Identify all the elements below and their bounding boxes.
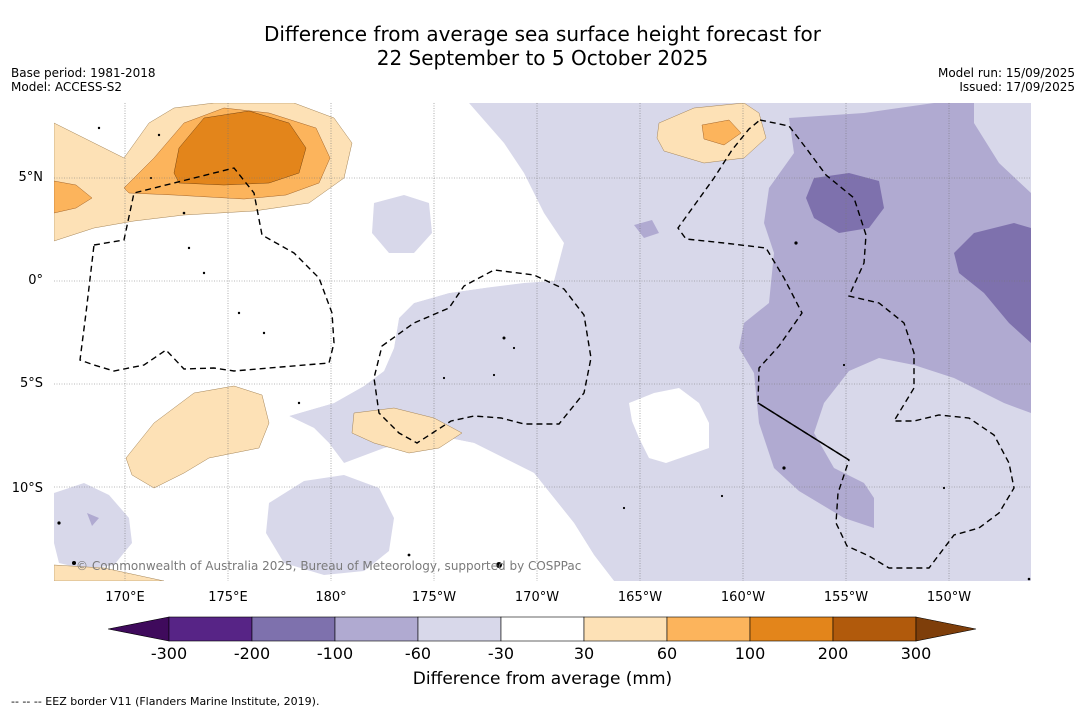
contour-dark-orange-north bbox=[173, 110, 307, 186]
copyright-notice: © Commonwealth of Australia 2025, Bureau… bbox=[76, 559, 582, 573]
colorbar-tick: -60 bbox=[404, 644, 432, 663]
eez-border-phoenix bbox=[373, 269, 592, 444]
map-svg bbox=[54, 103, 1031, 581]
colorbar-tick: 200 bbox=[817, 644, 849, 663]
colorbar-extend-max bbox=[915, 616, 977, 642]
lon-label-160w: 160°W bbox=[720, 590, 766, 605]
colorbar-tick: 30 bbox=[573, 644, 595, 663]
contour-medium-purple-patch-1 bbox=[634, 220, 659, 238]
lat-gridlines bbox=[54, 177, 1031, 488]
contour-light-purple-patch-3 bbox=[266, 475, 394, 575]
colorbar-tick: -300 bbox=[150, 644, 188, 663]
colorbar-segment bbox=[500, 616, 585, 642]
eez-border-separator bbox=[757, 402, 850, 461]
colorbar-segment bbox=[583, 616, 668, 642]
colorbar-segment bbox=[832, 616, 917, 642]
base-period: Base period: 1981-2018 bbox=[11, 66, 156, 80]
map-panel bbox=[54, 103, 1031, 581]
contour-dark-purple-east bbox=[954, 223, 1031, 343]
lon-gridlines bbox=[124, 103, 950, 581]
eez-legend-note: -- -- -- EEZ border V11 (Flanders Marine… bbox=[11, 695, 320, 708]
contour-light-purple-patch-2 bbox=[54, 483, 132, 569]
colorbar-segment bbox=[417, 616, 502, 642]
lon-label-170w: 170°W bbox=[514, 590, 560, 605]
colorbar-segment bbox=[251, 616, 336, 642]
colorbar-tick: 300 bbox=[900, 644, 932, 663]
contour-dark-purple-north bbox=[806, 173, 884, 233]
eez-border-kiribati-gilbert bbox=[79, 167, 335, 372]
lon-label-180: 180° bbox=[315, 590, 347, 605]
colorbar-label: Difference from average (mm) bbox=[412, 669, 673, 689]
contour-medium-purple-patch-2 bbox=[87, 513, 99, 526]
colorbar-tick: -30 bbox=[487, 644, 515, 663]
lat-label-5n: 5°N bbox=[18, 170, 44, 185]
model-run: Model run: 15/09/2025 bbox=[937, 66, 1075, 80]
map-title: Difference from average sea surface heig… bbox=[0, 22, 1085, 70]
meta-left: Base period: 1981-2018 Model: ACCESS-S2 bbox=[11, 66, 156, 94]
lon-label-170e: 170°E bbox=[105, 590, 145, 605]
contour-pale-orange-center bbox=[351, 407, 463, 454]
colorbar-segment bbox=[666, 616, 751, 642]
colorbar-segments bbox=[108, 616, 977, 642]
colorbar-segment bbox=[749, 616, 834, 642]
contour-orange-ne bbox=[701, 119, 742, 146]
contour-white-hole-center bbox=[629, 388, 709, 463]
issued-date: Issued: 17/09/2025 bbox=[959, 80, 1075, 94]
model-name: Model: ACCESS-S2 bbox=[11, 80, 123, 94]
lat-label-0: 0° bbox=[28, 273, 43, 288]
title-line-1: Difference from average sea surface heig… bbox=[263, 22, 822, 46]
lon-label-155w: 155°W bbox=[823, 590, 869, 605]
colorbar-tick: 60 bbox=[656, 644, 678, 663]
lon-label-175w: 175°W bbox=[411, 590, 457, 605]
contour-light-purple-patch-1 bbox=[372, 195, 432, 253]
eez-borders bbox=[79, 119, 1015, 569]
contour-orange-west bbox=[54, 180, 93, 214]
islands bbox=[57, 126, 1031, 581]
contour-pale-orange-sw-corner bbox=[54, 564, 165, 581]
lat-label-5s: 5°S bbox=[19, 376, 43, 391]
colorbar-extend-min bbox=[108, 616, 170, 642]
meta-right: Model run: 15/09/2025 Issued: 17/09/2025 bbox=[938, 66, 1075, 94]
colorbar-tick: -100 bbox=[316, 644, 354, 663]
colorbar bbox=[108, 616, 977, 642]
lon-label-165w: 165°W bbox=[617, 590, 663, 605]
lon-label-175e: 175°E bbox=[208, 590, 248, 605]
lat-label-10s: 10°S bbox=[11, 481, 43, 496]
contour-pale-orange-sw bbox=[125, 385, 270, 489]
lon-label-150w: 150°W bbox=[926, 590, 972, 605]
colorbar-tick: 100 bbox=[734, 644, 766, 663]
colorbar-segment bbox=[168, 616, 253, 642]
title-line-2: 22 September to 5 October 2025 bbox=[376, 46, 709, 70]
colorbar-tick: -200 bbox=[233, 644, 271, 663]
eez-border-line-islands bbox=[677, 119, 1015, 569]
colorbar-segment bbox=[334, 616, 419, 642]
